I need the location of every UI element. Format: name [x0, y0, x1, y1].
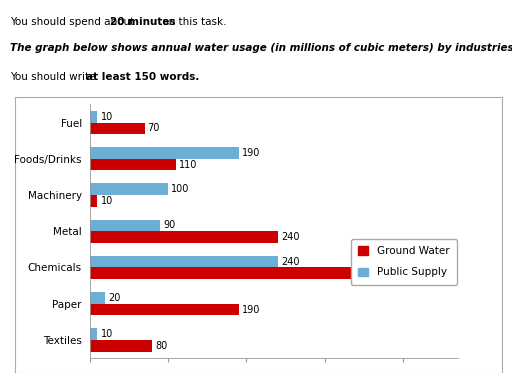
Text: 190: 190: [242, 304, 260, 314]
Text: You should write: You should write: [10, 72, 99, 82]
Text: 20 minutes: 20 minutes: [110, 17, 176, 27]
Text: 10: 10: [100, 329, 113, 339]
Text: 70: 70: [147, 123, 160, 134]
Text: 110: 110: [179, 160, 198, 170]
Bar: [90, 256, 278, 267]
Bar: [90, 111, 97, 123]
Bar: [90, 328, 97, 340]
Text: 430: 430: [430, 268, 449, 278]
Text: on this task.: on this task.: [159, 17, 226, 27]
Bar: [90, 184, 168, 195]
Text: The graph below shows annual water usage (in millions of cubic meters) by indust: The graph below shows annual water usage…: [10, 43, 512, 53]
Text: 190: 190: [242, 148, 260, 158]
Bar: [90, 159, 176, 170]
Legend: Ground Water, Public Supply: Ground Water, Public Supply: [351, 239, 457, 285]
Bar: [90, 304, 239, 315]
Bar: [90, 123, 144, 134]
Text: 240: 240: [281, 257, 300, 267]
Bar: [90, 267, 427, 279]
Bar: [90, 231, 278, 243]
Bar: [90, 292, 105, 304]
Text: 80: 80: [156, 341, 168, 351]
Bar: [90, 340, 153, 352]
Text: 100: 100: [171, 184, 189, 194]
Text: 10: 10: [100, 196, 113, 206]
Bar: [90, 220, 160, 231]
Bar: [90, 195, 97, 207]
Text: 10: 10: [100, 112, 113, 122]
Text: 20: 20: [109, 293, 121, 303]
Text: You should spend about: You should spend about: [10, 17, 138, 27]
Bar: [90, 147, 239, 159]
Text: 90: 90: [163, 220, 176, 231]
Text: 240: 240: [281, 232, 300, 242]
Text: at least 150 words.: at least 150 words.: [86, 72, 199, 82]
